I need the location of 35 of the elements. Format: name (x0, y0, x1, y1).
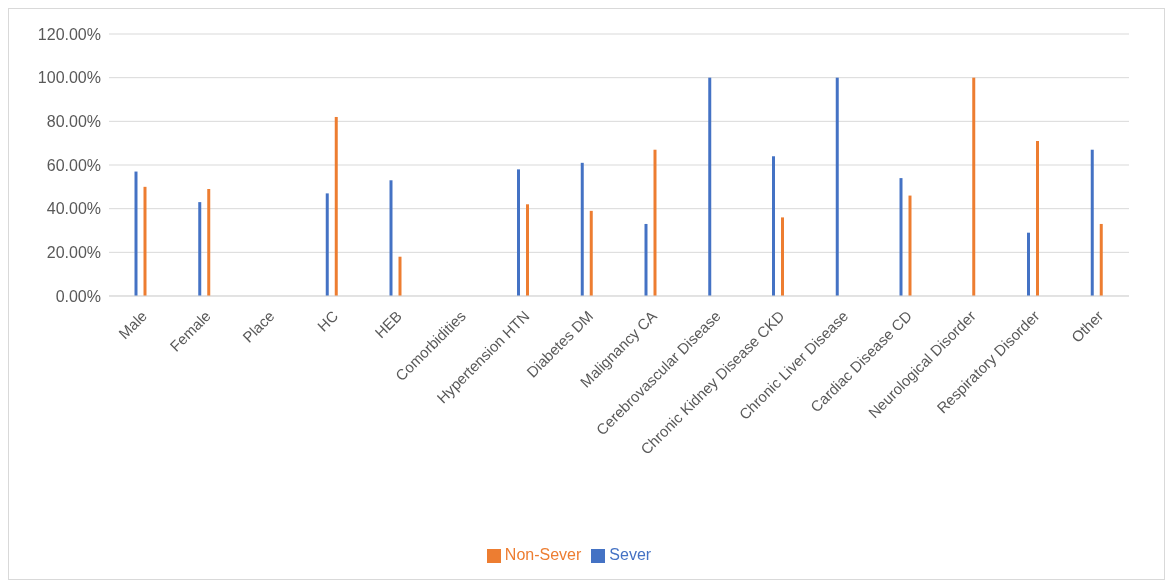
y-tick-label: 100.00% (37, 69, 101, 87)
bar (325, 193, 329, 296)
legend-label: Sever (609, 546, 652, 563)
bar (781, 217, 784, 296)
bar (517, 169, 520, 296)
x-tick-label: HC (313, 307, 342, 335)
bar (1036, 140, 1039, 296)
y-tick-label: 80.00% (46, 113, 101, 131)
y-tick-label: 60.00% (46, 156, 101, 174)
bar (1090, 149, 1094, 296)
bar (334, 116, 338, 296)
bar (589, 210, 593, 296)
bar (644, 223, 648, 296)
bar (580, 162, 584, 296)
bar (835, 77, 839, 296)
bar (899, 178, 903, 296)
y-tick-label: 40.00% (46, 200, 101, 218)
bar (1099, 223, 1103, 296)
legend-label: Non-Sever (504, 546, 582, 563)
bar (653, 149, 657, 296)
y-tick-label: 20.00% (46, 244, 101, 262)
bar (134, 171, 138, 296)
bar (389, 180, 393, 296)
y-tick-label: 0.00% (55, 287, 101, 305)
bar (526, 204, 529, 296)
bar (908, 195, 912, 296)
bar (198, 202, 202, 296)
bar (143, 186, 147, 296)
bar (772, 156, 775, 296)
bar (207, 189, 211, 296)
y-tick-label: 120.00% (37, 25, 101, 43)
bar (398, 256, 402, 296)
bar (1027, 232, 1030, 296)
bar (708, 77, 712, 296)
bar (972, 77, 976, 296)
